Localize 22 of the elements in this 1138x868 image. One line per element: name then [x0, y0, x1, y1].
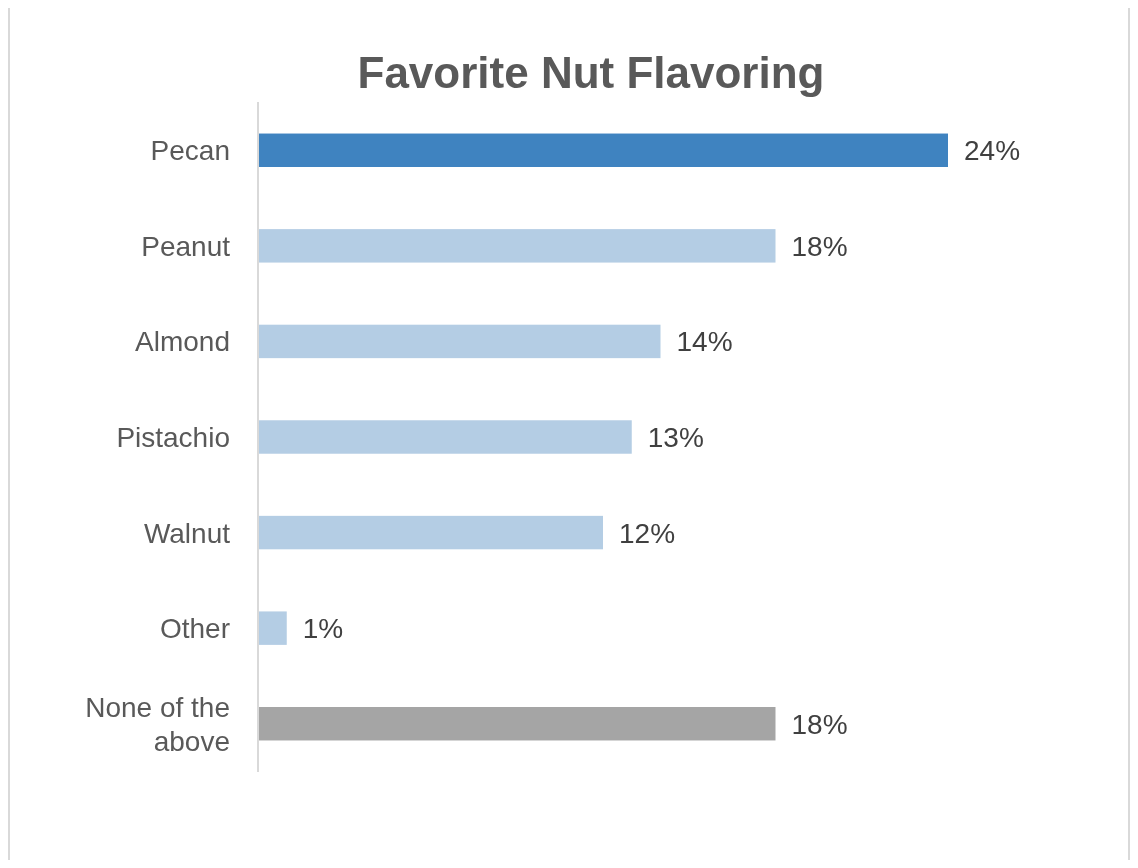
- data-label: 18%: [791, 708, 848, 740]
- bar: [258, 515, 603, 550]
- bar: [258, 420, 632, 454]
- data-label: 12%: [619, 517, 676, 549]
- data-label: 13%: [647, 422, 704, 453]
- y-tick-label: Pistachio: [116, 422, 230, 453]
- data-label: 1%: [302, 613, 344, 645]
- y-tick-label: Other: [159, 613, 230, 645]
- data-label: 18%: [791, 230, 848, 262]
- bar: [258, 611, 287, 645]
- data-label: 14%: [676, 326, 733, 358]
- y-tick-label: Pecan: [150, 135, 230, 167]
- bar: [258, 229, 776, 263]
- bar: [258, 324, 661, 359]
- chart-title: Favorite Nut Flavoring: [357, 48, 825, 97]
- y-tick-label: Peanut: [141, 230, 231, 262]
- data-label: 24%: [964, 135, 1021, 167]
- y-tick-label: None of the above: [85, 691, 230, 757]
- bar: [258, 133, 948, 167]
- y-tick-label: Almond: [135, 326, 230, 358]
- bar: [258, 707, 776, 741]
- y-tick-label: Walnut: [143, 517, 231, 549]
